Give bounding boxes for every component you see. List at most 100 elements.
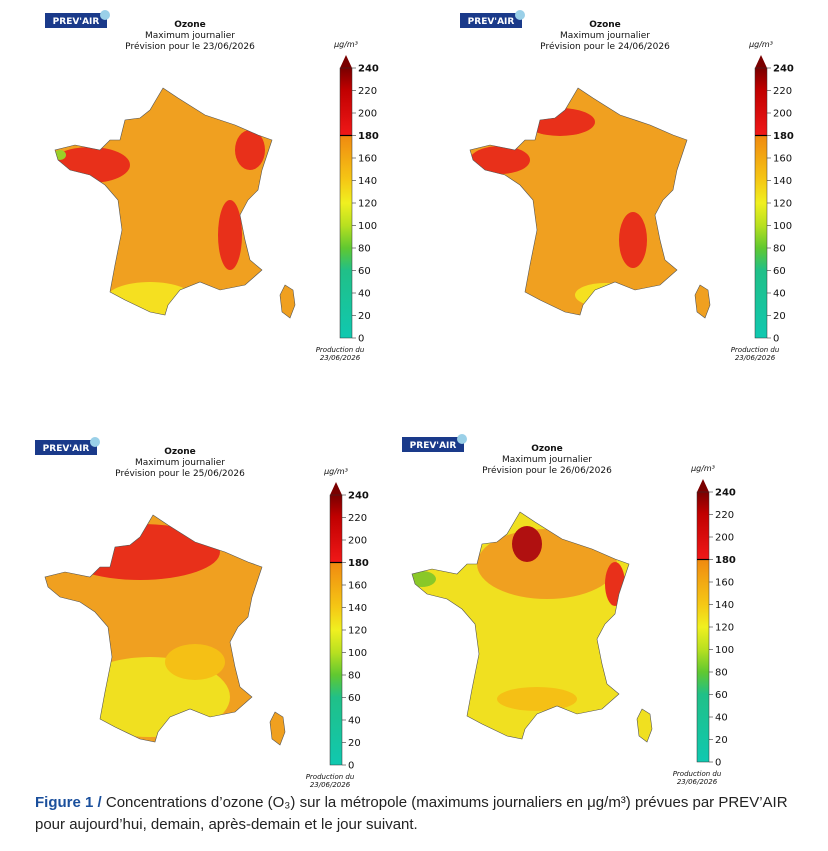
colorbar-label: 120 xyxy=(348,626,367,637)
colorbar-label: 0 xyxy=(358,334,364,345)
production: 23/06/2026 xyxy=(310,781,351,789)
unit: μg/m³ xyxy=(333,40,358,49)
colorbar xyxy=(696,491,710,763)
map-subtitle: Maximum journalier xyxy=(560,31,650,41)
colorbar-label: 140 xyxy=(348,603,367,614)
map-title: Ozone xyxy=(164,447,196,457)
colorbar-arrow xyxy=(755,55,767,68)
map-subtitle: Maximum journalier xyxy=(135,458,225,468)
logo-dot xyxy=(515,10,525,20)
map xyxy=(470,88,710,318)
colorbar-label: 40 xyxy=(715,713,728,724)
colorbar-label: 220 xyxy=(358,86,377,97)
colorbar-label: 140 xyxy=(358,176,377,187)
colorbar-label: 180 xyxy=(358,131,379,142)
colorbar-label: 200 xyxy=(348,536,367,547)
colorbar-label: 140 xyxy=(773,176,792,187)
colorbar-label: 100 xyxy=(715,645,734,656)
logo-box xyxy=(45,13,107,28)
production: Production du xyxy=(731,346,780,354)
colorbar-label: 80 xyxy=(773,244,786,255)
logo-box xyxy=(35,440,97,455)
logo: PREV'AIR xyxy=(468,17,515,27)
colorbar-label: 100 xyxy=(348,648,367,659)
map-title: Ozone xyxy=(531,444,563,454)
forecast-date: Prévision pour le 24/06/2026 xyxy=(540,41,670,52)
forecast-date: Prévision pour le 26/06/2026 xyxy=(482,465,612,476)
colorbar-label: 240 xyxy=(715,488,736,499)
colorbar-label: 0 xyxy=(715,758,721,769)
map-subtitle: Maximum journalier xyxy=(145,31,235,41)
colorbar-label: 200 xyxy=(715,533,734,544)
colorbar-label: 0 xyxy=(773,334,779,345)
colorbar-label: 240 xyxy=(773,64,794,75)
caption-text: Concentrations d’ozone (O₃) sur la métro… xyxy=(35,794,788,833)
colorbar-label: 20 xyxy=(773,311,786,322)
colorbar-label: 140 xyxy=(715,600,734,611)
forecast-date: Prévision pour le 25/06/2026 xyxy=(115,468,245,479)
colorbar-label: 40 xyxy=(348,716,361,727)
colorbar-label: 80 xyxy=(348,671,361,682)
colorbar-label: 60 xyxy=(348,693,361,704)
logo: PREV'AIR xyxy=(53,17,100,27)
colorbar-label: 220 xyxy=(773,86,792,97)
colorbar-label: 40 xyxy=(358,289,371,300)
colorbar-label: 40 xyxy=(773,289,786,300)
colorbar-label: 180 xyxy=(773,131,794,142)
production: 23/06/2026 xyxy=(677,778,718,786)
colorbar-arrow xyxy=(330,482,342,495)
colorbar-label: 80 xyxy=(358,244,371,255)
logo: PREV'AIR xyxy=(410,441,457,451)
logo-dot xyxy=(100,10,110,20)
production: Production du xyxy=(306,773,355,781)
caption-label: Figure 1 / xyxy=(35,794,102,811)
colorbar-label: 20 xyxy=(348,738,361,749)
colorbar-label: 200 xyxy=(773,109,792,120)
colorbar-label: 180 xyxy=(715,555,736,566)
production: Production du xyxy=(673,770,722,778)
unit: μg/m³ xyxy=(323,467,348,476)
unit: μg/m³ xyxy=(690,464,715,473)
colorbar-label: 240 xyxy=(348,491,369,502)
colorbar-label: 120 xyxy=(773,199,792,210)
map xyxy=(55,88,295,318)
map-title: Ozone xyxy=(589,20,621,30)
colorbar-label: 0 xyxy=(348,761,354,772)
colorbar-label: 20 xyxy=(358,311,371,322)
colorbar-label: 60 xyxy=(773,266,786,277)
production: Production du xyxy=(316,346,365,354)
production: 23/06/2026 xyxy=(320,354,361,362)
colorbar-label: 60 xyxy=(715,690,728,701)
colorbar-label: 200 xyxy=(358,109,377,120)
logo-dot xyxy=(457,434,467,444)
colorbar-label: 160 xyxy=(715,578,734,589)
colorbar-label: 160 xyxy=(358,154,377,165)
colorbar-label: 60 xyxy=(358,266,371,277)
colorbar-label: 180 xyxy=(348,558,369,569)
logo-dot xyxy=(90,437,100,447)
logo-box xyxy=(402,437,464,452)
map-title: Ozone xyxy=(174,20,206,30)
colorbar-label: 80 xyxy=(715,668,728,679)
colorbar-arrow xyxy=(697,479,709,492)
colorbar-label: 160 xyxy=(773,154,792,165)
colorbar-arrow xyxy=(340,55,352,68)
colorbar-label: 20 xyxy=(715,735,728,746)
colorbar-label: 220 xyxy=(715,510,734,521)
map xyxy=(412,512,652,742)
unit: μg/m³ xyxy=(748,40,773,49)
map xyxy=(45,515,285,745)
colorbar-label: 240 xyxy=(358,64,379,75)
map-subtitle: Maximum journalier xyxy=(502,455,592,465)
colorbar xyxy=(754,67,768,339)
colorbar-label: 120 xyxy=(358,199,377,210)
forecast-date: Prévision pour le 23/06/2026 xyxy=(125,41,255,52)
logo: PREV'AIR xyxy=(43,444,90,454)
colorbar xyxy=(339,67,353,339)
caption: Figure 1 / Concentrations d’ozone (O₃) s… xyxy=(35,792,815,836)
